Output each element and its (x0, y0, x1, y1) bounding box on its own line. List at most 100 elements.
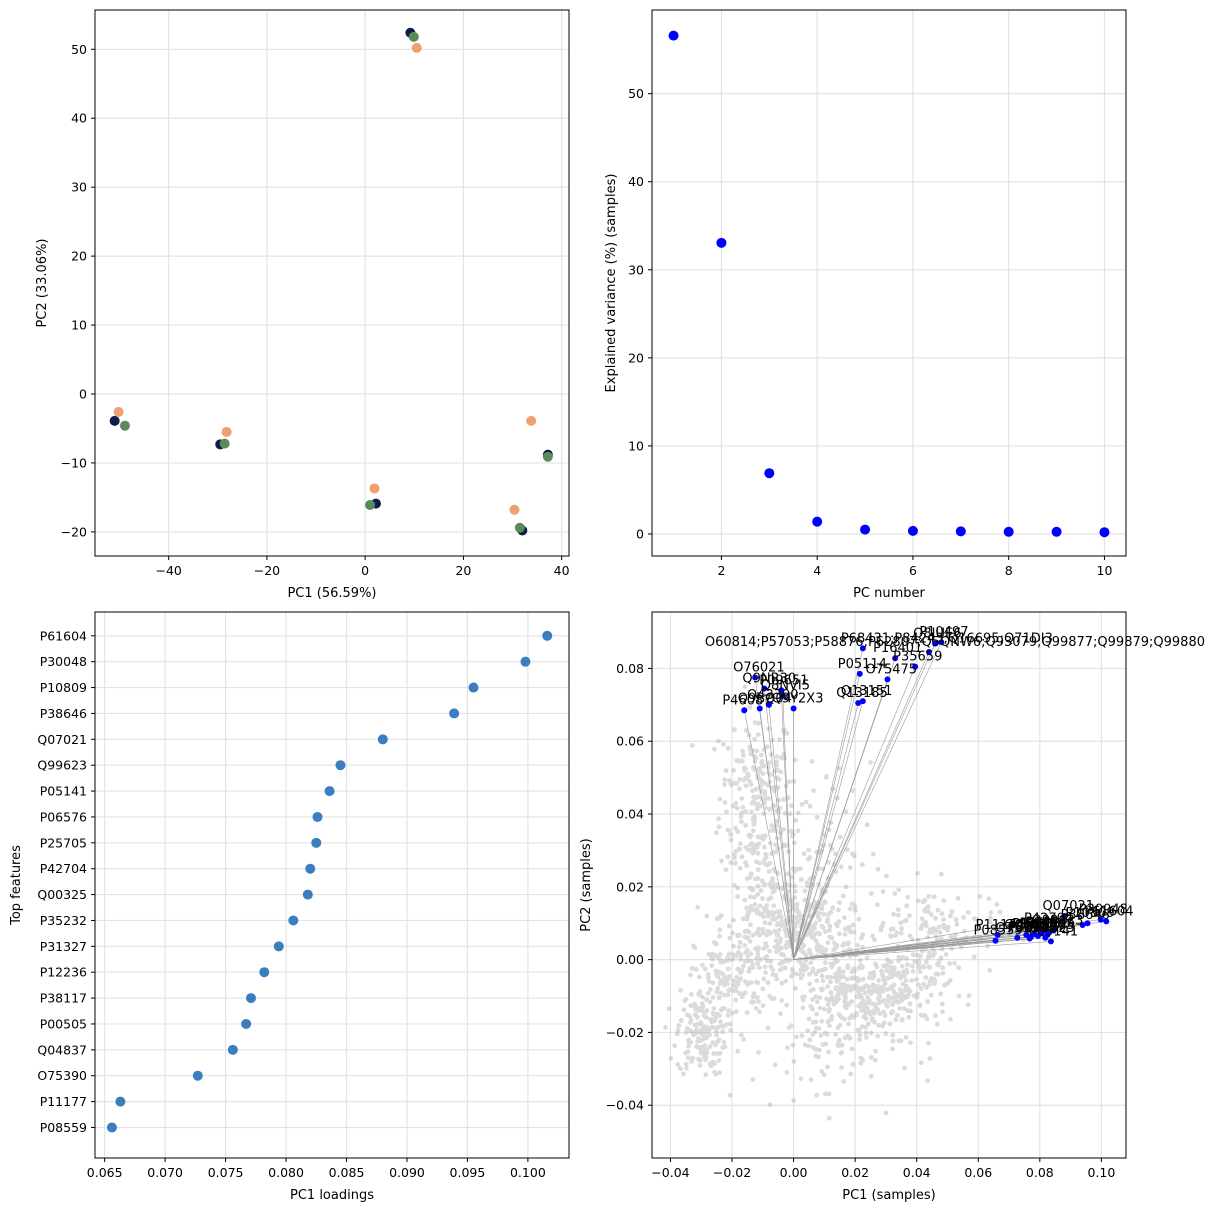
feature-point (866, 1000, 872, 1006)
feature-point (747, 744, 753, 750)
highlighted-feature-point (859, 645, 866, 652)
feature-point (715, 1051, 721, 1057)
feature-point (924, 959, 929, 965)
feature-point (742, 897, 748, 903)
feature-point (988, 910, 994, 915)
feature-point (934, 961, 940, 967)
feature-point (784, 893, 790, 898)
feature-point (775, 942, 781, 948)
feature-point (768, 895, 774, 901)
feature-point (833, 999, 839, 1005)
feature-point (840, 893, 846, 899)
feature-point (853, 975, 859, 981)
x-tick-label: 0.075 (208, 1165, 244, 1180)
feature-point (714, 830, 719, 836)
feature-point (715, 1039, 720, 1045)
feature-point (784, 939, 790, 945)
feature-point (888, 968, 894, 973)
feature-point (713, 1029, 719, 1035)
feature-point (815, 930, 821, 936)
feature-point (760, 762, 765, 768)
feature-point (905, 1008, 911, 1014)
loading-point (377, 734, 388, 745)
feature-point (731, 952, 737, 958)
feature-point (833, 943, 839, 948)
y-tick-label: Q07021 (37, 732, 87, 747)
feature-point (779, 755, 784, 761)
feature-point (773, 842, 778, 848)
feature-point (808, 1077, 814, 1083)
feature-point (863, 1030, 869, 1036)
feature-point (755, 850, 761, 856)
y-tick-label: −10 (61, 455, 87, 470)
variance-point (812, 516, 823, 527)
feature-point (810, 987, 816, 992)
feature-point (756, 766, 762, 772)
feature-point (863, 983, 869, 988)
feature-point (769, 910, 775, 915)
feature-point (915, 991, 921, 997)
feature-point (824, 773, 830, 779)
feature-point (765, 913, 771, 919)
feature-point (893, 997, 898, 1003)
feature-point (739, 819, 744, 825)
loading-vector (793, 941, 1051, 960)
feature-point (692, 1022, 698, 1028)
y-tick-label: 30 (628, 262, 644, 277)
feature-point (735, 933, 741, 939)
feature-point (793, 915, 799, 921)
feature-point (774, 763, 779, 769)
feature-point (694, 1030, 700, 1036)
feature-point (705, 990, 711, 996)
feature-point (831, 999, 837, 1004)
feature-point (847, 906, 853, 912)
feature-point (755, 834, 761, 840)
feature-label: P30048 (1079, 903, 1128, 918)
feature-point (966, 993, 972, 998)
feature-point (791, 926, 797, 932)
feature-point (731, 943, 736, 949)
feature-point (743, 775, 749, 781)
feature-point (755, 980, 761, 986)
feature-point (891, 997, 897, 1003)
feature-point (860, 1001, 866, 1007)
feature-point (760, 836, 766, 842)
feature-point (876, 988, 882, 994)
feature-point (801, 942, 807, 948)
feature-point (739, 810, 745, 816)
y-tick-label: Q04837 (37, 1042, 87, 1057)
feature-point (880, 1023, 886, 1029)
feature-point (778, 1011, 783, 1016)
feature-point (759, 911, 765, 917)
feature-point (815, 914, 821, 920)
feature-point (827, 997, 833, 1002)
feature-point (938, 871, 944, 877)
feature-point (890, 1002, 896, 1008)
feature-point (715, 974, 721, 979)
feature-point (828, 990, 834, 995)
feature-point (684, 1025, 690, 1031)
feature-point (810, 923, 816, 929)
feature-point (735, 1048, 741, 1054)
feature-point (709, 1025, 714, 1030)
feature-point (816, 948, 821, 954)
feature-point (904, 984, 910, 990)
feature-point (849, 975, 855, 981)
feature-point (783, 965, 788, 971)
feature-point (761, 811, 767, 816)
feature-point (933, 971, 939, 977)
feature-point (809, 997, 815, 1002)
loading-point (335, 760, 346, 771)
feature-point (939, 911, 945, 916)
feature-point (840, 986, 845, 992)
feature-point (710, 994, 716, 1000)
feature-point (701, 1050, 706, 1056)
feature-point (954, 922, 960, 927)
loading-vector (793, 643, 936, 960)
feature-point (746, 929, 752, 935)
feature-point (754, 806, 760, 812)
feature-point (876, 1000, 882, 1006)
feature-point (712, 1018, 717, 1024)
feature-point (742, 860, 748, 865)
feature-point (926, 964, 932, 970)
